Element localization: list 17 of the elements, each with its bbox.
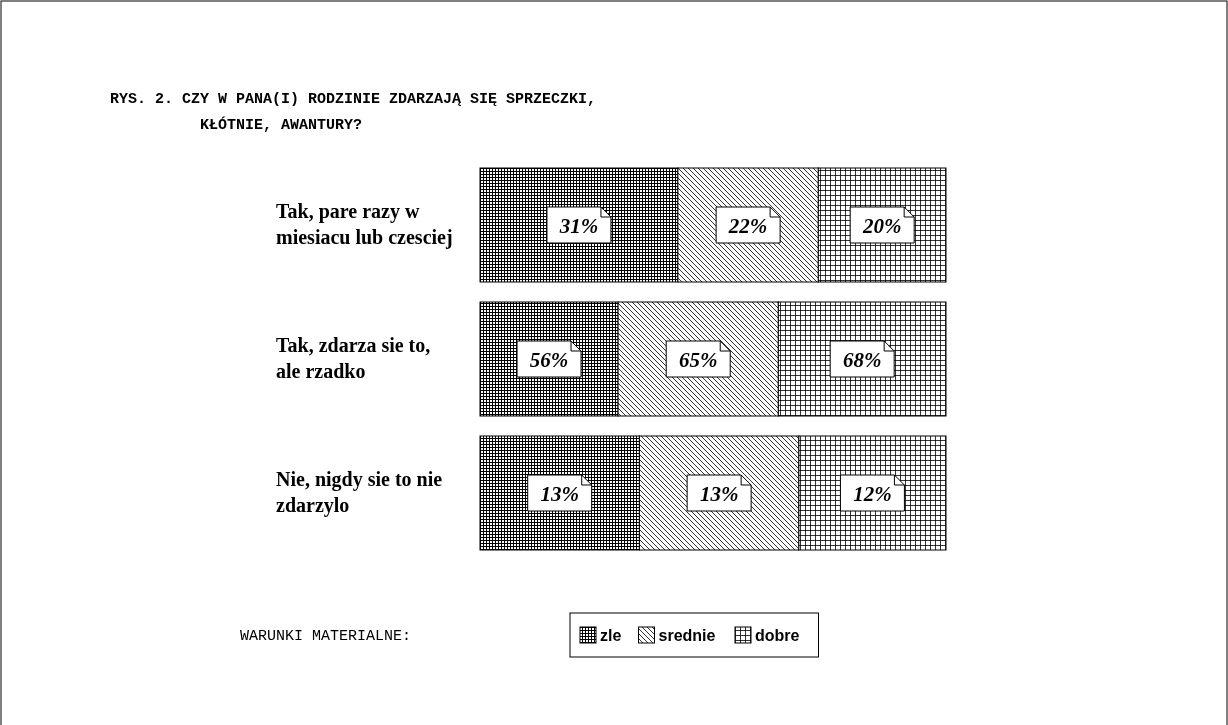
data-label: 13%: [699, 482, 739, 506]
data-label: 20%: [861, 214, 902, 238]
legend-label: srednie: [658, 627, 716, 644]
data-label: 12%: [853, 482, 892, 506]
y-tick-label: Tak, zdarza sie to, ale rzadko: [276, 334, 431, 382]
text: RYS. 2. CZY W PANA(I) RODZINIE ZDARZAJĄ SIĘ SPRZECZKI, KŁÓTNIE, AWANTURY?: [110, 91, 597, 134]
y-tick-label: Tak, pare razy w miesiacu lub czesciej: [276, 200, 453, 249]
legend-label: dobre: [755, 627, 800, 644]
y-tick-label: Nie, nigdy sie to nie zdarzylo: [276, 468, 443, 517]
data-label: 31%: [558, 214, 599, 238]
data-label: 13%: [540, 482, 579, 506]
legend-title: WARUNKI MATERIALNE:: [240, 628, 412, 645]
data-label: 22%: [727, 214, 768, 238]
data-label: 65%: [678, 348, 718, 372]
legend-label: zle: [600, 627, 622, 644]
data-label: 68%: [842, 348, 882, 372]
data-label: 56%: [529, 348, 569, 372]
